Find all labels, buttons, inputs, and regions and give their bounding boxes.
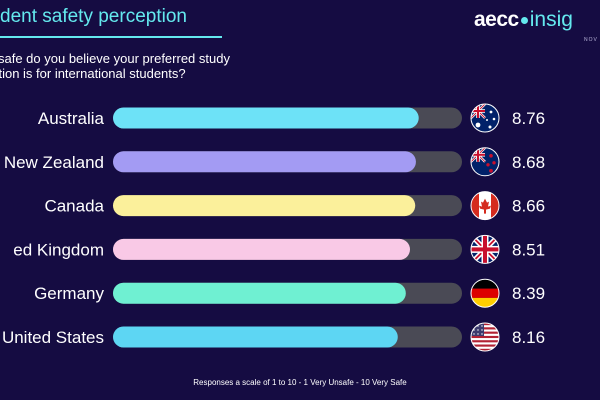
star [486, 119, 488, 121]
flag-fill [471, 191, 499, 220]
star [477, 329, 479, 331]
germany-flag-icon [470, 278, 500, 308]
category-label: United States [2, 328, 104, 347]
footnote: Responses a scale of 1 to 10 - 1 Very Un… [193, 378, 407, 387]
new-zealand-flag-icon [470, 147, 500, 177]
star [475, 122, 481, 128]
bar-row: Canada 8.66 [44, 191, 545, 221]
brand-dot-icon [520, 16, 528, 24]
flag-fill [471, 279, 499, 308]
flag-stripe [471, 348, 499, 351]
flag-band-red [471, 288, 499, 298]
maple-leaf [479, 198, 491, 214]
flag-fill [471, 104, 499, 132]
category-label: New Zealand [4, 153, 104, 172]
category-label: ed Kingdom [13, 240, 104, 259]
star [492, 161, 496, 165]
canada-flag-icon [470, 191, 500, 221]
flag-fill [471, 235, 499, 264]
flag-band-right [491, 191, 499, 220]
flag-band-gold [471, 297, 499, 308]
category-label: Canada [44, 197, 104, 216]
brand-suffix: insig [529, 8, 573, 31]
bar [113, 238, 410, 260]
value-label: 8.16 [512, 328, 545, 347]
flag-ring [470, 103, 500, 133]
value-label: 8.68 [512, 153, 545, 172]
flag-fill [471, 323, 499, 351]
united-kingdom-flag-icon [470, 234, 500, 264]
star [473, 329, 475, 331]
flag-band-left [471, 191, 479, 220]
brand-name: aecc [474, 8, 519, 31]
uj-v-red [483, 235, 487, 264]
flag-ring [470, 234, 500, 264]
flag-band-black [471, 279, 499, 289]
flag-stripe [471, 344, 499, 347]
star [489, 168, 493, 173]
value-label: 8.51 [512, 240, 545, 259]
flag-stripe [471, 327, 499, 330]
bar [113, 282, 406, 304]
value-label: 8.66 [512, 197, 545, 216]
bar-row: New Zealand 8.68 [4, 147, 545, 177]
bar-row: Germany 8.39 [34, 278, 545, 308]
flag-stripe [471, 340, 499, 343]
star [473, 333, 475, 335]
star [492, 117, 496, 121]
star [489, 110, 493, 114]
brand-subtitle: NOV [584, 37, 598, 43]
bar-row: United States 8.16 [2, 322, 545, 352]
star [488, 125, 492, 129]
flag-ring [470, 191, 500, 221]
star [481, 329, 483, 331]
australia-flag-icon [470, 103, 500, 133]
bar [113, 326, 398, 348]
flag-ring [470, 147, 500, 177]
star [481, 325, 483, 327]
title-underline [0, 36, 222, 38]
flag-stripe [471, 331, 499, 334]
chart-title: dent safety perception [0, 6, 187, 27]
star [486, 163, 490, 167]
question-line-2: nation is for international students? [0, 66, 186, 81]
survey-question: safe do you believe your preferred study… [0, 51, 230, 81]
brand-logo: aecc insig [474, 8, 573, 32]
star [477, 325, 479, 327]
category-label: Germany [34, 284, 104, 303]
flag-fill [471, 147, 499, 176]
star [477, 333, 479, 335]
value-label: 8.76 [512, 109, 545, 128]
uj-v-red [477, 104, 479, 118]
flag-stripe [471, 335, 499, 339]
star [489, 154, 493, 158]
star [481, 333, 483, 335]
bar [113, 151, 416, 173]
bar-row: ed Kingdom 8.51 [13, 234, 545, 264]
bar-row: Australia 8.76 [38, 103, 545, 133]
flag-ring [470, 278, 500, 308]
bar [113, 195, 416, 217]
category-label: Australia [38, 109, 105, 128]
value-label: 8.39 [512, 284, 545, 303]
star [473, 325, 475, 327]
united-states-flag-icon [470, 322, 500, 352]
bar [113, 107, 419, 129]
question-line-1: safe do you believe your preferred study [0, 51, 230, 66]
uj-v-red [477, 147, 479, 162]
flag-ring [470, 322, 500, 352]
flag-stripe [471, 323, 499, 326]
